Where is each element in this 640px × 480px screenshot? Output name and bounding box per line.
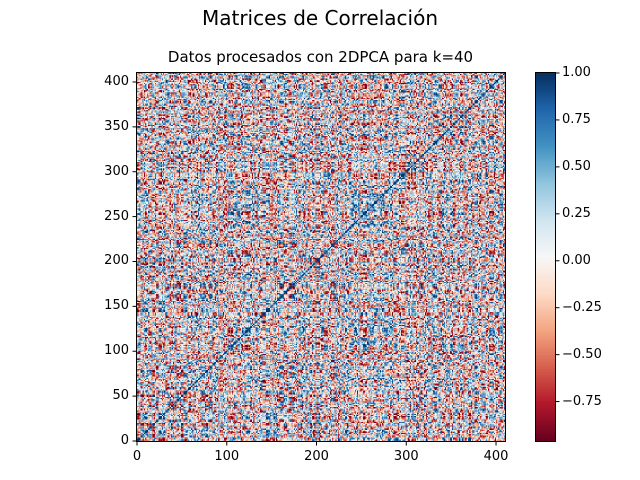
y-tick-label: 300 xyxy=(104,163,129,179)
colorbar-tick-label: −0.25 xyxy=(562,299,602,315)
y-tick-label: 200 xyxy=(104,253,129,269)
colorbar-tick-label: 0.00 xyxy=(562,252,591,268)
correlation-heatmap xyxy=(137,73,505,441)
colorbar-gradient xyxy=(536,73,555,441)
colorbar-tick-label: −0.75 xyxy=(562,393,602,409)
colorbar-tick-label: 0.25 xyxy=(562,205,591,221)
x-tick-label: 300 xyxy=(393,449,419,464)
colorbar-tick-label: 0.50 xyxy=(562,158,591,174)
plot-frame xyxy=(136,72,506,442)
y-tick-label: 400 xyxy=(104,73,129,89)
y-tick-label: 250 xyxy=(104,208,129,224)
y-tick-label: 350 xyxy=(104,118,129,134)
x-tick-label: 400 xyxy=(483,449,509,464)
colorbar-tick-label: 1.00 xyxy=(562,65,591,80)
colorbar-tick-label: −0.50 xyxy=(562,346,602,362)
y-tick-label: 150 xyxy=(104,298,129,314)
x-tick-label: 0 xyxy=(132,449,142,464)
x-tick-label: 200 xyxy=(304,449,329,464)
chart-title: Datos procesados con 2DPCA para k=40 xyxy=(167,48,474,66)
y-tick-label: 100 xyxy=(104,343,129,359)
colorbar-tick-label: 0.75 xyxy=(562,111,591,127)
colorbar-frame xyxy=(535,72,556,442)
figure-title: Matrices de Correlación xyxy=(201,6,438,30)
y-tick-label: 0 xyxy=(120,433,129,448)
x-tick-label: 100 xyxy=(214,449,240,464)
y-tick-label: 50 xyxy=(112,388,129,404)
